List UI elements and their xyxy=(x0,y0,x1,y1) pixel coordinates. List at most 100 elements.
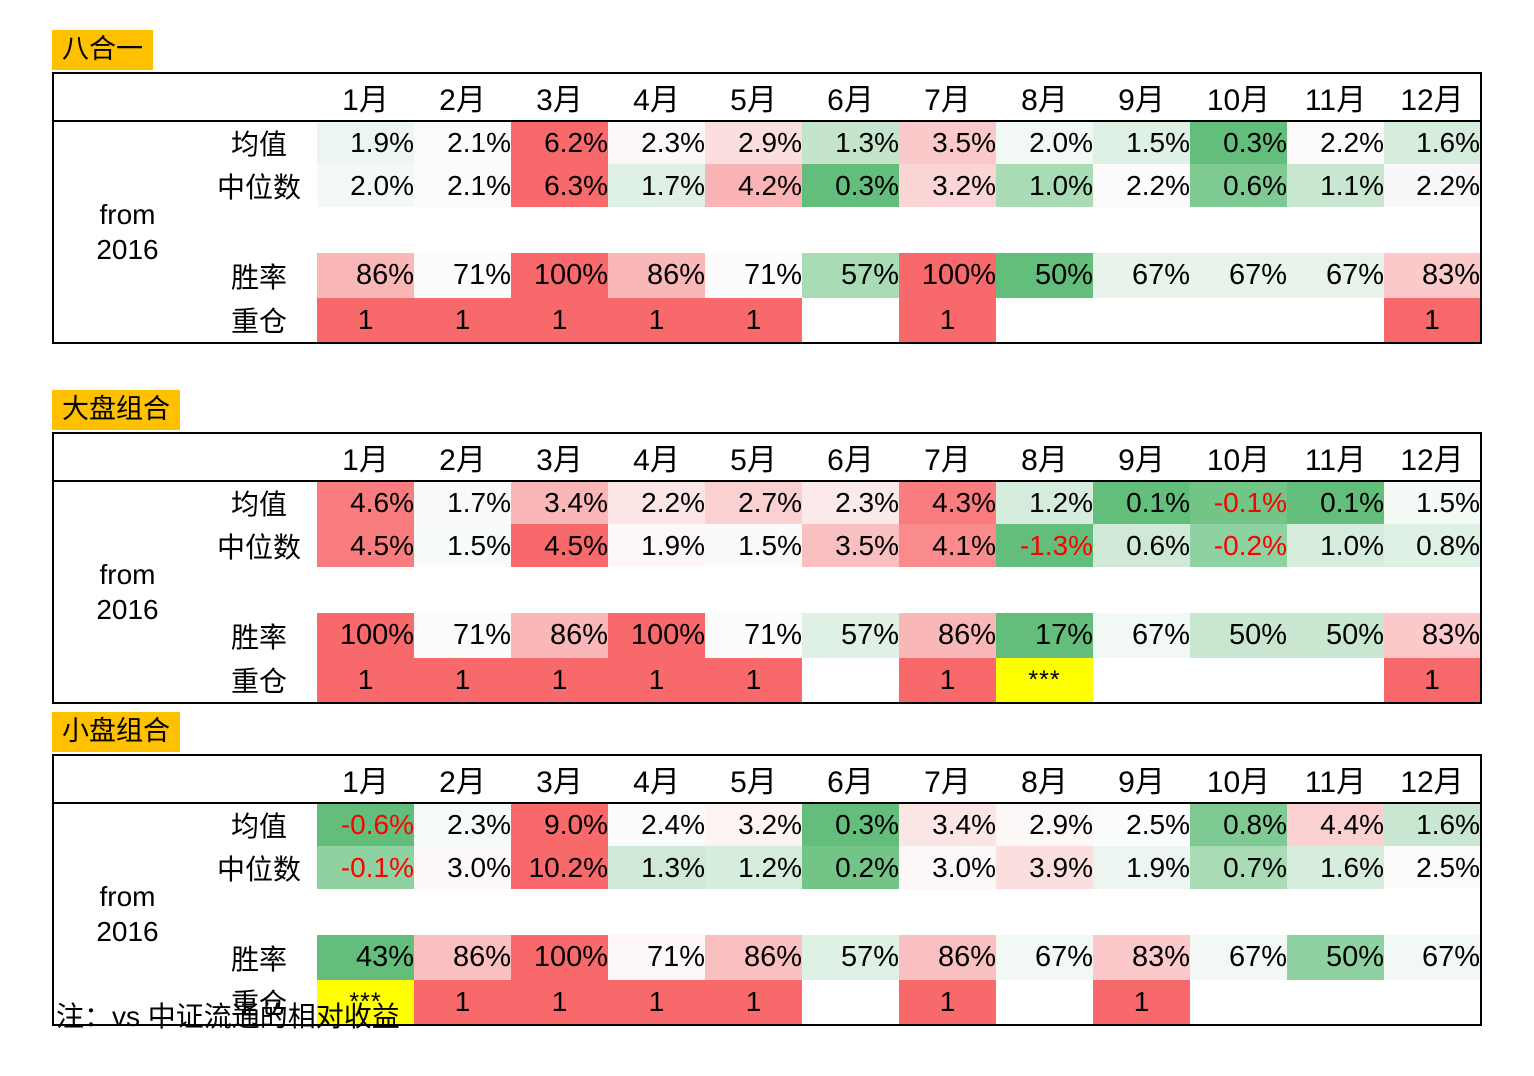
data-cell: 3.4% xyxy=(899,803,996,846)
row-group-label-line1: from xyxy=(99,881,156,912)
table-row-winrate: 胜率 43% 86% 100% 71% 86% 57% 86% 67% 83% 67% 50% 67% xyxy=(53,935,1481,980)
data-cell: 100% xyxy=(899,253,996,298)
column-header-month: 9月 xyxy=(1093,433,1190,482)
row-metric-label: 胜率 xyxy=(201,613,317,658)
data-cell: 67% xyxy=(1190,935,1287,980)
spacer-cell xyxy=(802,567,899,613)
data-cell: 50% xyxy=(996,253,1093,298)
spacer-metric-cell xyxy=(201,889,317,935)
spacer-cell xyxy=(317,889,414,935)
data-cell: -0.1% xyxy=(1190,481,1287,524)
data-cell: 1.2% xyxy=(705,846,802,889)
data-cell: 1.9% xyxy=(608,524,705,567)
data-cell: 0.1% xyxy=(1287,481,1384,524)
row-group-label-line2: 2016 xyxy=(96,594,159,625)
data-cell: 4.5% xyxy=(317,524,414,567)
data-cell: 0.8% xyxy=(1190,803,1287,846)
heatmap-table: 1月 2月 3月 4月 5月 6月 7月 8月 9月 10月 11月 12月 from 2016 均值 -0.… xyxy=(52,754,1482,1026)
row-metric-label: 重仓 xyxy=(201,658,317,703)
column-header-month: 8月 xyxy=(996,73,1093,122)
data-cell: 57% xyxy=(802,613,899,658)
column-header-month: 1月 xyxy=(317,433,414,482)
table-row-winrate: 胜率 100% 71% 86% 100% 71% 57% 86% 17% 67% 50% 50% 83% xyxy=(53,613,1481,658)
column-header-month: 3月 xyxy=(511,755,608,804)
data-cell: 0.2% xyxy=(802,846,899,889)
spacer-cell xyxy=(511,889,608,935)
spacer-cell xyxy=(1190,889,1287,935)
table-header-row: 1月 2月 3月 4月 5月 6月 7月 8月 9月 10月 11月 12月 xyxy=(53,433,1481,482)
spacer-cell xyxy=(705,889,802,935)
spacer-row xyxy=(53,207,1481,253)
spacer-cell xyxy=(705,567,802,613)
data-cell: 86% xyxy=(317,253,414,298)
data-cell: 1 xyxy=(317,298,414,343)
data-cell: 86% xyxy=(899,613,996,658)
row-group-label-line1: from xyxy=(99,199,156,230)
data-cell: 2.5% xyxy=(1093,803,1190,846)
data-cell: 4.5% xyxy=(511,524,608,567)
data-cell: 71% xyxy=(608,935,705,980)
data-cell: -0.2% xyxy=(1190,524,1287,567)
row-metric-label: 重仓 xyxy=(201,298,317,343)
column-header-month: 12月 xyxy=(1384,755,1481,804)
data-cell: 1 xyxy=(414,658,511,703)
spacer-cell xyxy=(1287,567,1384,613)
data-cell: 0.8% xyxy=(1384,524,1481,567)
column-header-month: 12月 xyxy=(1384,73,1481,122)
heatmap-table: 1月 2月 3月 4月 5月 6月 7月 8月 9月 10月 11月 12月 from 2016 均值 4.6… xyxy=(52,432,1482,704)
data-cell: 1 xyxy=(608,658,705,703)
data-cell: 83% xyxy=(1384,253,1481,298)
table-row-mean: from 2016 均值 4.6% 1.7% 3.4% 2.2% 2.7% 2.3% 4.3% 1.… xyxy=(53,481,1481,703)
spacer-row xyxy=(53,889,1481,935)
column-header-month: 1月 xyxy=(317,755,414,804)
data-cell: 86% xyxy=(414,935,511,980)
header-metric-blank xyxy=(201,433,317,482)
data-cell: 1 xyxy=(414,298,511,343)
data-cell xyxy=(802,658,899,703)
data-cell: *** xyxy=(996,658,1093,703)
data-cell: 100% xyxy=(511,935,608,980)
table-row-heavy: 重仓 1 1 1 1 1 1 *** 1 xyxy=(53,658,1481,703)
data-cell: 2.4% xyxy=(608,803,705,846)
spacer-cell xyxy=(317,207,414,253)
data-cell: 4.2% xyxy=(705,164,802,207)
data-cell: 1.2% xyxy=(996,481,1093,524)
spacer-cell xyxy=(996,207,1093,253)
row-group-label-line1: from xyxy=(99,559,156,590)
data-cell: 1.6% xyxy=(1287,846,1384,889)
data-cell: 17% xyxy=(996,613,1093,658)
data-cell: 71% xyxy=(705,253,802,298)
data-cell: 0.1% xyxy=(1093,481,1190,524)
table-row-heavy: 重仓 *** 1 1 1 1 1 1 xyxy=(53,980,1481,1025)
table-header-row: 1月 2月 3月 4月 5月 6月 7月 8月 9月 10月 11月 12月 xyxy=(53,73,1481,122)
data-cell: 10.2% xyxy=(511,846,608,889)
data-cell: -0.1% xyxy=(317,846,414,889)
data-cell: 86% xyxy=(511,613,608,658)
data-cell xyxy=(802,298,899,343)
table-row-median: 中位数 2.0% 2.1% 6.3% 1.7% 4.2% 0.3% 3.2% 1.0% 2.2% 0… xyxy=(53,164,1481,207)
data-cell: 2.3% xyxy=(802,481,899,524)
spacer-cell xyxy=(1093,207,1190,253)
spacer-cell xyxy=(608,207,705,253)
data-cell: 2.1% xyxy=(414,121,511,164)
data-cell: 2.0% xyxy=(996,121,1093,164)
data-cell: 50% xyxy=(1287,935,1384,980)
column-header-month: 4月 xyxy=(608,433,705,482)
table-row-median: 中位数 4.5% 1.5% 4.5% 1.9% 1.5% 3.5% 4.1% -1.3% 0.6%… xyxy=(53,524,1481,567)
row-metric-label: 中位数 xyxy=(201,846,317,889)
column-header-month: 3月 xyxy=(511,433,608,482)
row-metric-label: 均值 xyxy=(201,481,317,524)
table-row-heavy: 重仓 1 1 1 1 1 1 1 xyxy=(53,298,1481,343)
column-header-month: 5月 xyxy=(705,73,802,122)
spacer-metric-cell xyxy=(201,207,317,253)
data-cell: 4.4% xyxy=(1287,803,1384,846)
column-header-month: 7月 xyxy=(899,73,996,122)
spacer-cell xyxy=(608,889,705,935)
data-cell: 1 xyxy=(1384,298,1481,343)
column-header-month: 10月 xyxy=(1190,755,1287,804)
data-cell: 2.5% xyxy=(1384,846,1481,889)
data-cell: 1 xyxy=(317,658,414,703)
data-cell: 67% xyxy=(1190,253,1287,298)
data-cell: 71% xyxy=(414,253,511,298)
spacer-cell xyxy=(1287,889,1384,935)
